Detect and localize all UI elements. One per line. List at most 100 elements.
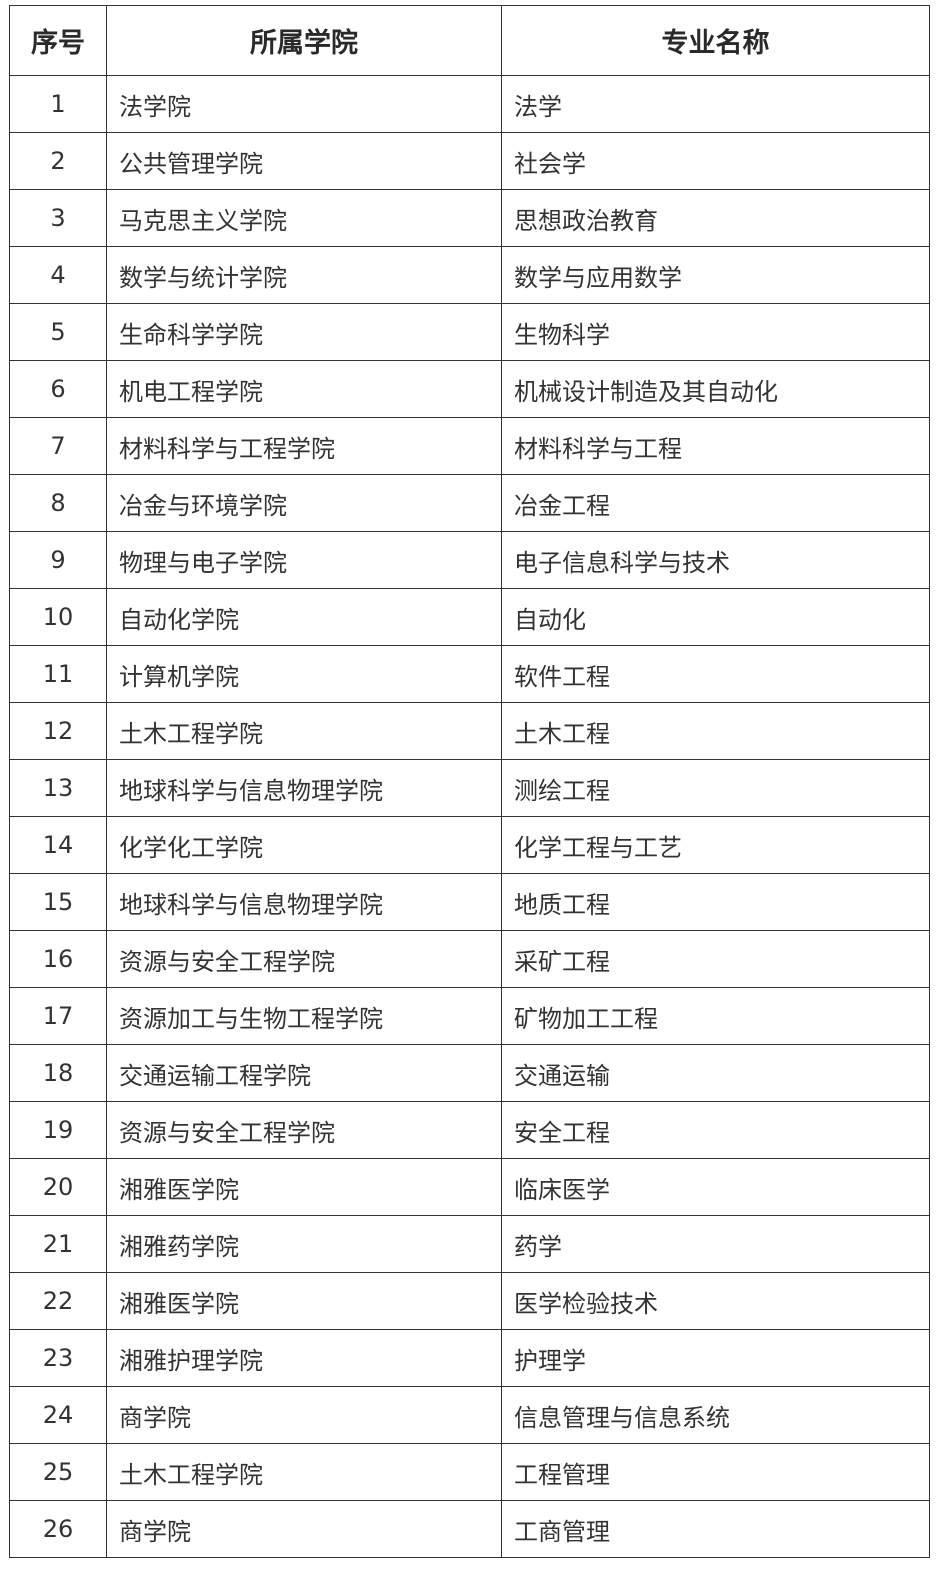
table-row: 14 化学化工学院 化学工程与工艺 [9,816,930,874]
header-index: 序号 [9,5,107,76]
major-cell: 生物科学 [501,303,930,361]
major-cell: 临床医学 [501,1158,930,1216]
college-cell: 化学化工学院 [106,816,502,874]
index-cell: 21 [9,1215,107,1273]
major-cell: 软件工程 [501,645,930,703]
index-cell: 3 [9,189,107,247]
table-row: 16 资源与安全工程学院 采矿工程 [9,930,930,988]
college-cell: 土木工程学院 [106,702,502,760]
table-row: 4 数学与统计学院 数学与应用数学 [9,246,930,304]
college-cell: 公共管理学院 [106,132,502,190]
college-cell: 数学与统计学院 [106,246,502,304]
college-cell: 交通运输工程学院 [106,1044,502,1102]
index-cell: 1 [9,75,107,133]
college-cell: 冶金与环境学院 [106,474,502,532]
table-row: 5 生命科学学院 生物科学 [9,303,930,361]
index-cell: 23 [9,1329,107,1387]
table-row: 23 湘雅护理学院 护理学 [9,1329,930,1387]
table-row: 1 法学院 法学 [9,75,930,133]
major-cell: 土木工程 [501,702,930,760]
major-cell: 信息管理与信息系统 [501,1386,930,1444]
index-cell: 25 [9,1443,107,1501]
header-row: 序号 所属学院 专业名称 [9,5,930,76]
index-cell: 6 [9,360,107,418]
table-row: 25 土木工程学院 工程管理 [9,1443,930,1501]
college-cell: 地球科学与信息物理学院 [106,873,502,931]
college-cell: 湘雅护理学院 [106,1329,502,1387]
index-cell: 5 [9,303,107,361]
table-row: 24 商学院 信息管理与信息系统 [9,1386,930,1444]
major-cell: 测绘工程 [501,759,930,817]
major-cell: 地质工程 [501,873,930,931]
major-cell: 化学工程与工艺 [501,816,930,874]
major-cell: 自动化 [501,588,930,646]
index-cell: 12 [9,702,107,760]
college-cell: 机电工程学院 [106,360,502,418]
index-cell: 4 [9,246,107,304]
college-cell: 资源与安全工程学院 [106,930,502,988]
table-row: 15 地球科学与信息物理学院 地质工程 [9,873,930,931]
college-cell: 商学院 [106,1500,502,1558]
college-cell: 计算机学院 [106,645,502,703]
index-cell: 19 [9,1101,107,1159]
college-cell: 湘雅医学院 [106,1158,502,1216]
college-cell: 物理与电子学院 [106,531,502,589]
index-cell: 22 [9,1272,107,1330]
major-cell: 法学 [501,75,930,133]
index-cell: 17 [9,987,107,1045]
college-cell: 自动化学院 [106,588,502,646]
index-cell: 18 [9,1044,107,1102]
college-cell: 资源加工与生物工程学院 [106,987,502,1045]
index-cell: 14 [9,816,107,874]
index-cell: 9 [9,531,107,589]
major-cell: 采矿工程 [501,930,930,988]
major-cell: 药学 [501,1215,930,1273]
table-row: 3 马克思主义学院 思想政治教育 [9,189,930,247]
college-cell: 土木工程学院 [106,1443,502,1501]
index-cell: 15 [9,873,107,931]
table-row: 20 湘雅医学院 临床医学 [9,1158,930,1216]
index-cell: 8 [9,474,107,532]
college-cell: 湘雅药学院 [106,1215,502,1273]
table-row: 18 交通运输工程学院 交通运输 [9,1044,930,1102]
major-cell: 思想政治教育 [501,189,930,247]
college-cell: 商学院 [106,1386,502,1444]
major-cell: 工商管理 [501,1500,930,1558]
major-cell: 交通运输 [501,1044,930,1102]
table-row: 13 地球科学与信息物理学院 测绘工程 [9,759,930,817]
majors-table: 序号 所属学院 专业名称 1 法学院 法学 2 公共管理学院 社会学 3 马克思主义学院 思想政… [9,5,930,1558]
index-cell: 20 [9,1158,107,1216]
table-row: 21 湘雅药学院 药学 [9,1215,930,1273]
major-cell: 数学与应用数学 [501,246,930,304]
table-row: 9 物理与电子学院 电子信息科学与技术 [9,531,930,589]
table-row: 2 公共管理学院 社会学 [9,132,930,190]
major-cell: 医学检验技术 [501,1272,930,1330]
major-cell: 冶金工程 [501,474,930,532]
college-cell: 生命科学学院 [106,303,502,361]
index-cell: 24 [9,1386,107,1444]
major-cell: 机械设计制造及其自动化 [501,360,930,418]
college-cell: 马克思主义学院 [106,189,502,247]
major-cell: 矿物加工工程 [501,987,930,1045]
college-cell: 法学院 [106,75,502,133]
index-cell: 7 [9,417,107,475]
major-cell: 护理学 [501,1329,930,1387]
table-row: 12 土木工程学院 土木工程 [9,702,930,760]
table-row: 8 冶金与环境学院 冶金工程 [9,474,930,532]
index-cell: 16 [9,930,107,988]
table-row: 26 商学院 工商管理 [9,1500,930,1558]
major-cell: 材料科学与工程 [501,417,930,475]
index-cell: 13 [9,759,107,817]
table-row: 6 机电工程学院 机械设计制造及其自动化 [9,360,930,418]
college-cell: 资源与安全工程学院 [106,1101,502,1159]
major-cell: 工程管理 [501,1443,930,1501]
table-row: 17 资源加工与生物工程学院 矿物加工工程 [9,987,930,1045]
index-cell: 26 [9,1500,107,1558]
table-row: 11 计算机学院 软件工程 [9,645,930,703]
table-row: 10 自动化学院 自动化 [9,588,930,646]
college-cell: 地球科学与信息物理学院 [106,759,502,817]
index-cell: 10 [9,588,107,646]
table-row: 22 湘雅医学院 医学检验技术 [9,1272,930,1330]
major-cell: 社会学 [501,132,930,190]
header-major: 专业名称 [501,5,930,76]
